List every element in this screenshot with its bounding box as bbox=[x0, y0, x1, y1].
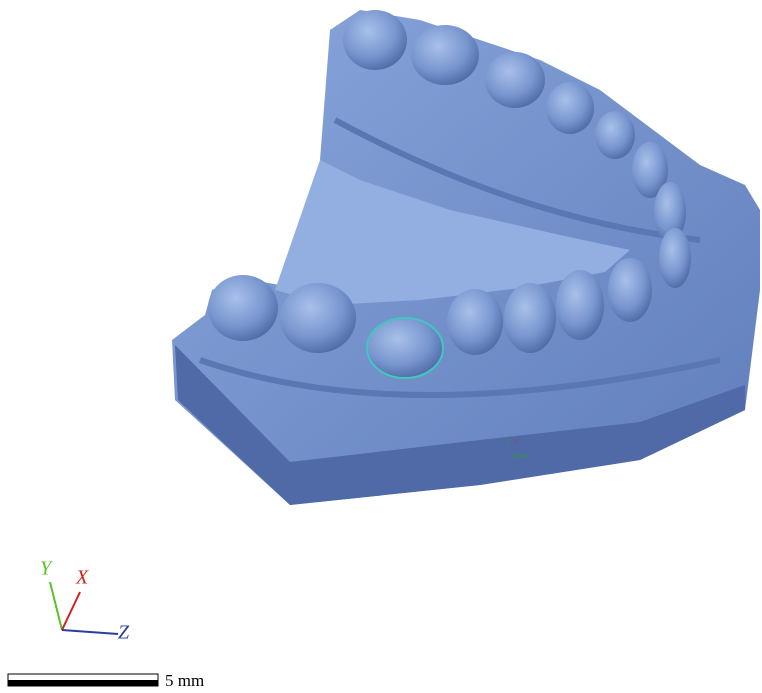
scale-bar: 5 mm bbox=[7, 671, 204, 690]
axis-triad: Y X Z bbox=[40, 558, 130, 644]
tooth bbox=[485, 52, 545, 108]
tooth bbox=[343, 10, 407, 70]
gum-ridge-back bbox=[333, 117, 701, 243]
prepared-tooth bbox=[366, 317, 444, 379]
y-axis-line bbox=[49, 581, 63, 631]
tooth bbox=[280, 283, 356, 353]
z-axis-line bbox=[61, 629, 119, 635]
base-front-face bbox=[175, 345, 745, 505]
palate-floor bbox=[275, 160, 630, 305]
dental-model: y x Origin bbox=[172, 10, 760, 505]
gum-ridge bbox=[199, 357, 721, 398]
tooth bbox=[654, 182, 686, 242]
tooth bbox=[447, 289, 503, 355]
tooth bbox=[659, 228, 691, 288]
y-axis-label: Y bbox=[40, 558, 53, 580]
origin-label: Origin bbox=[512, 454, 528, 460]
tooth bbox=[504, 283, 556, 353]
x-axis-label: X bbox=[75, 567, 89, 589]
x-axis-line bbox=[61, 591, 81, 631]
scale-bar-label: 5 mm bbox=[165, 671, 204, 690]
tooth bbox=[411, 25, 479, 85]
origin-x: x bbox=[515, 439, 518, 445]
scale-bar-fill bbox=[8, 680, 158, 686]
z-axis-label: Z bbox=[118, 622, 130, 644]
tooth bbox=[556, 270, 604, 340]
tooth bbox=[208, 275, 278, 341]
tooth bbox=[546, 82, 594, 134]
tooth bbox=[632, 142, 668, 198]
tooth bbox=[595, 111, 635, 159]
tooth bbox=[608, 258, 652, 322]
origin-y: y bbox=[507, 439, 510, 445]
